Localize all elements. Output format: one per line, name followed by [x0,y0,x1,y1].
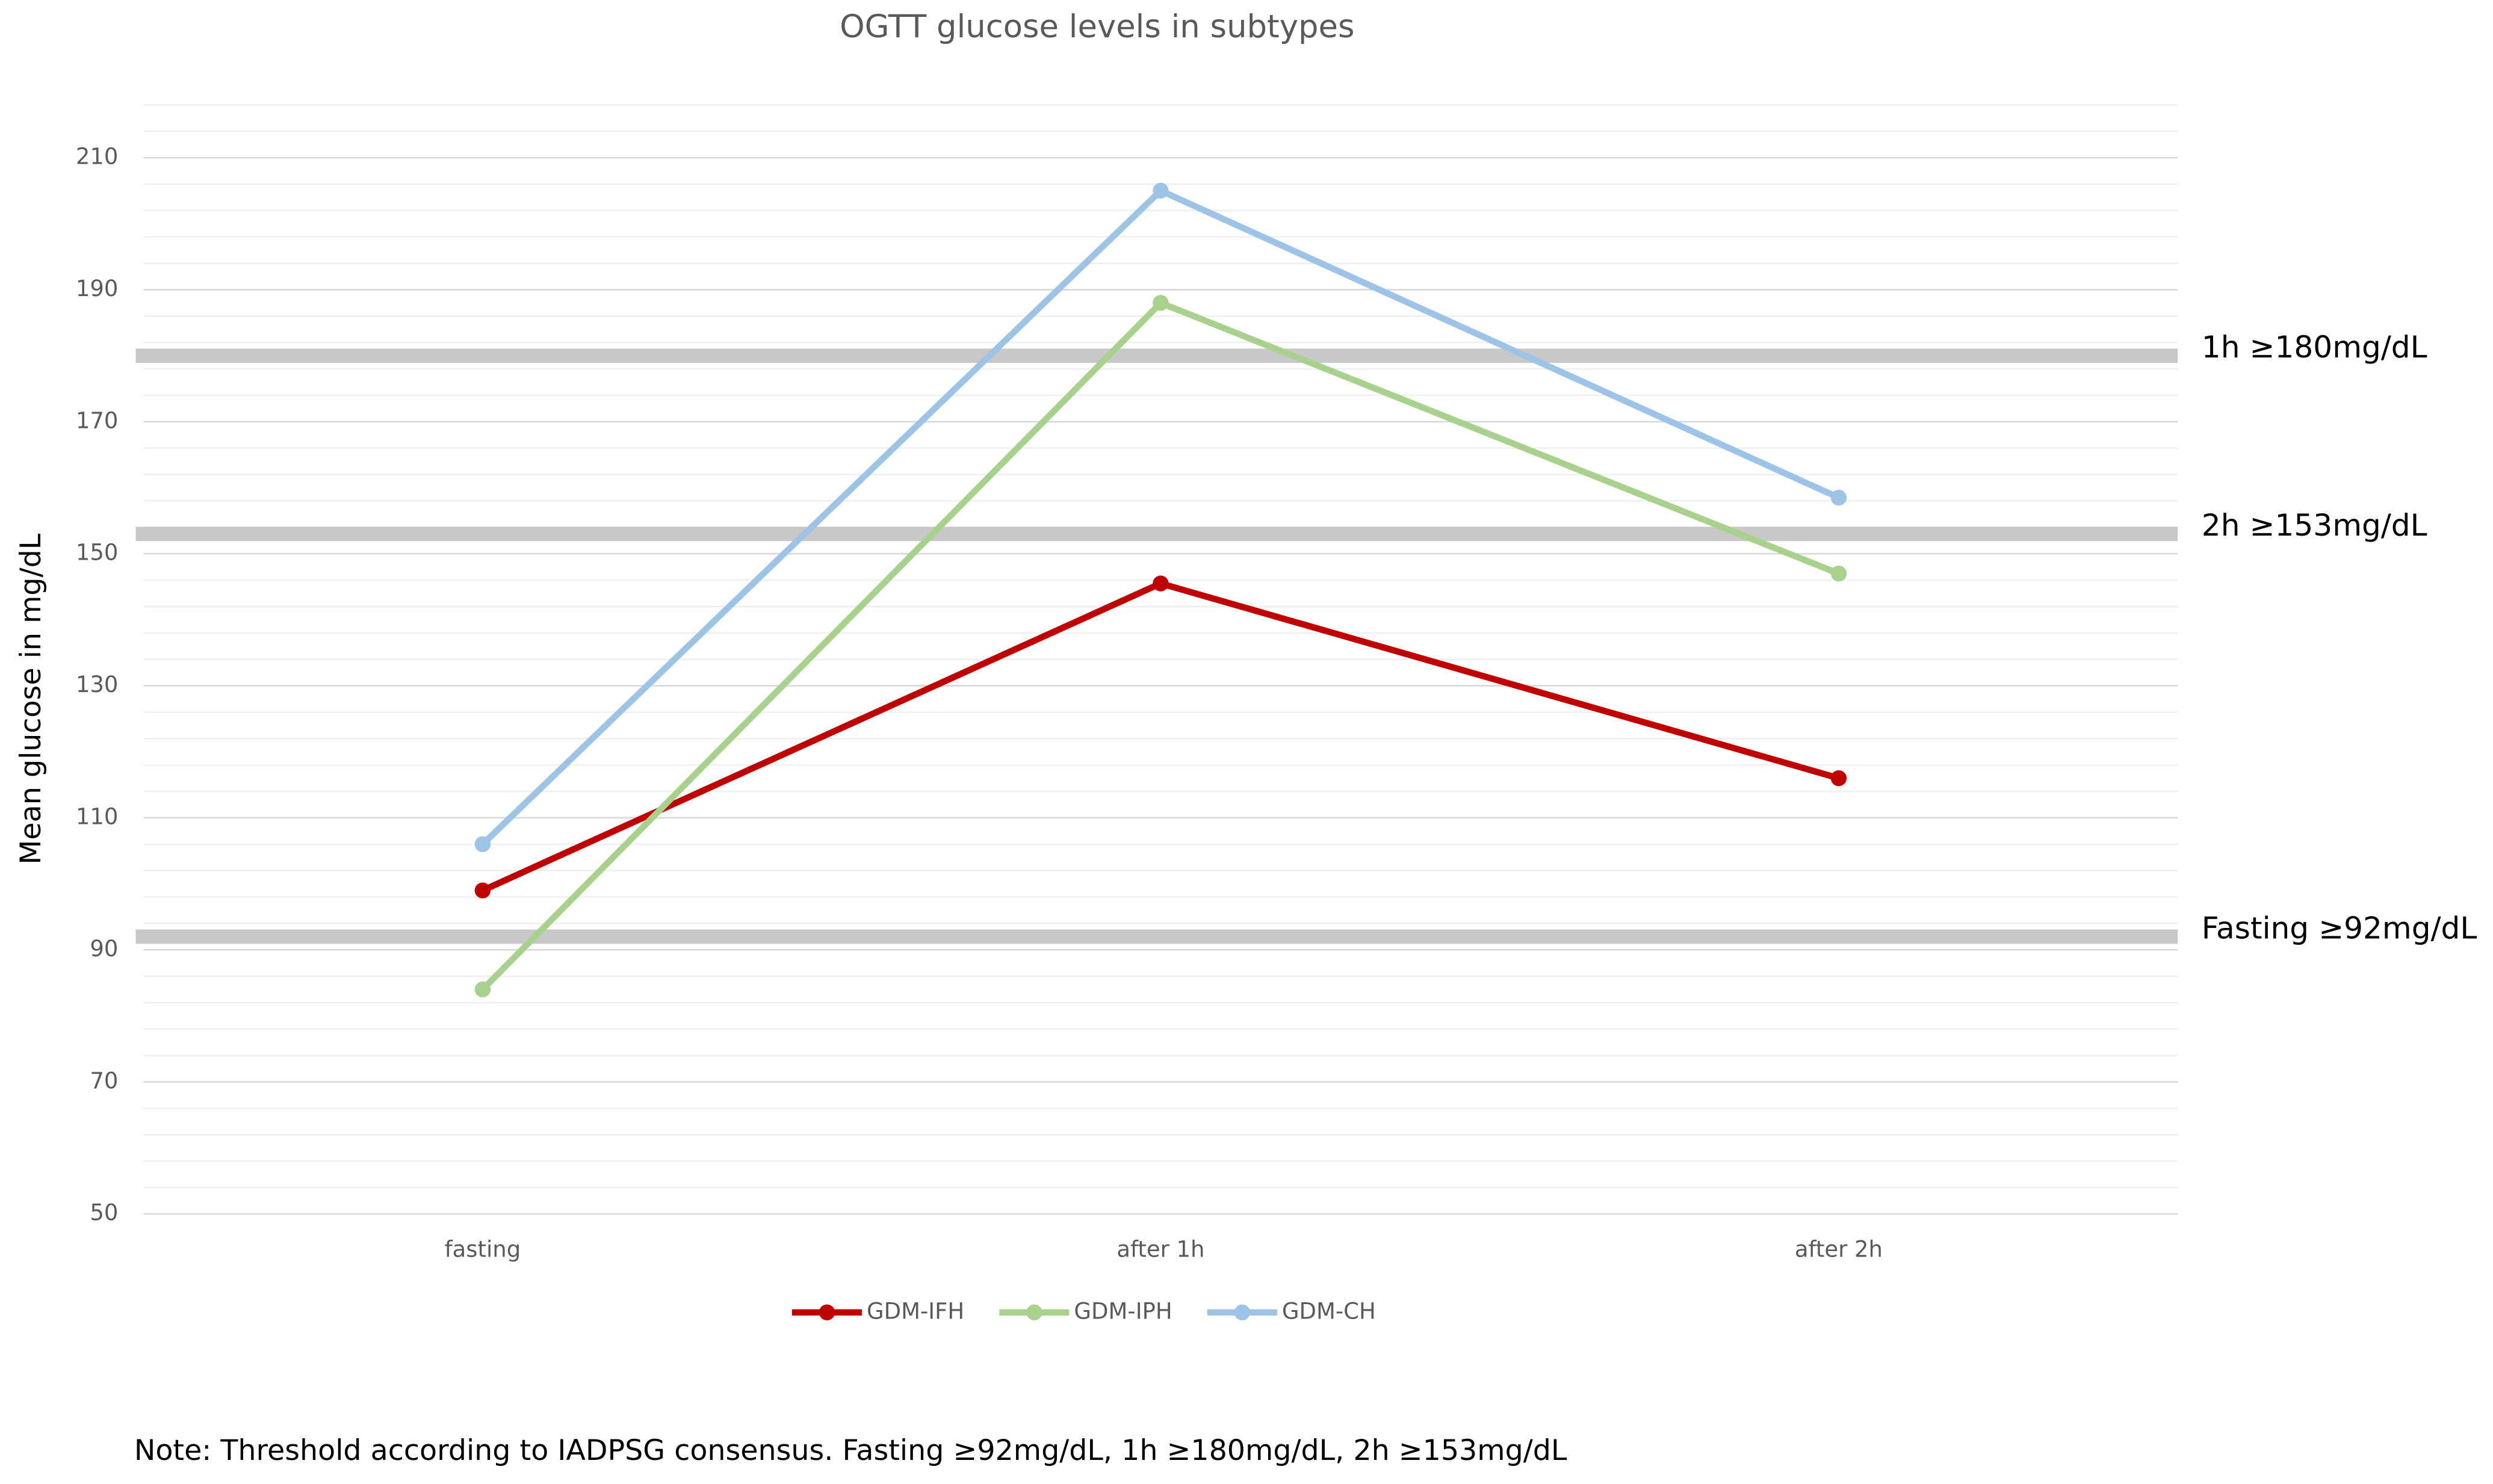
series-line [480,187,1841,847]
data-point [1153,295,1169,311]
x-tick-label: after 1h [1116,1236,1204,1262]
x-tick-label: after 2h [1795,1236,1883,1262]
x-tick-label: fasting [445,1236,521,1262]
y-axis-title: Mean glucose in mg/dL [14,533,48,864]
y-tick-label: 50 [90,1200,118,1226]
legend-label: GDM-IFH [867,1298,964,1324]
y-tick-label: 170 [76,407,119,433]
y-tick-label: 150 [76,540,119,566]
threshold-label: Fasting ≥92mg/dL [2202,910,2477,945]
y-tick-label: 190 [76,276,119,301]
data-point [1153,575,1169,592]
legend-label: GDM-CH [1282,1298,1376,1324]
data-point [1830,565,1847,582]
legend-marker [1234,1304,1251,1321]
threshold-label: 2h ≥153mg/dL [2202,507,2427,543]
note: Note: Threshold according to IADPSG cons… [134,1434,1567,1467]
y-tick-label: 130 [76,672,119,697]
data-point [1153,182,1169,199]
y-tick-label: 90 [90,936,118,962]
data-point [1830,770,1847,787]
y-tick-label: 70 [90,1068,118,1093]
y-tick-label: 110 [76,803,119,829]
legend-marker [819,1304,835,1321]
data-point [474,836,491,853]
data-point [474,981,491,998]
data-point [1830,489,1847,506]
y-tick-label: 210 [76,144,119,170]
legend-marker [1026,1304,1042,1321]
data-point [474,882,491,898]
chart-title: OGTT glucose levels in subtypes [840,8,1354,45]
legend-label: GDM-IPH [1074,1298,1172,1324]
threshold-label: 1h ≥180mg/dL [2202,329,2427,365]
